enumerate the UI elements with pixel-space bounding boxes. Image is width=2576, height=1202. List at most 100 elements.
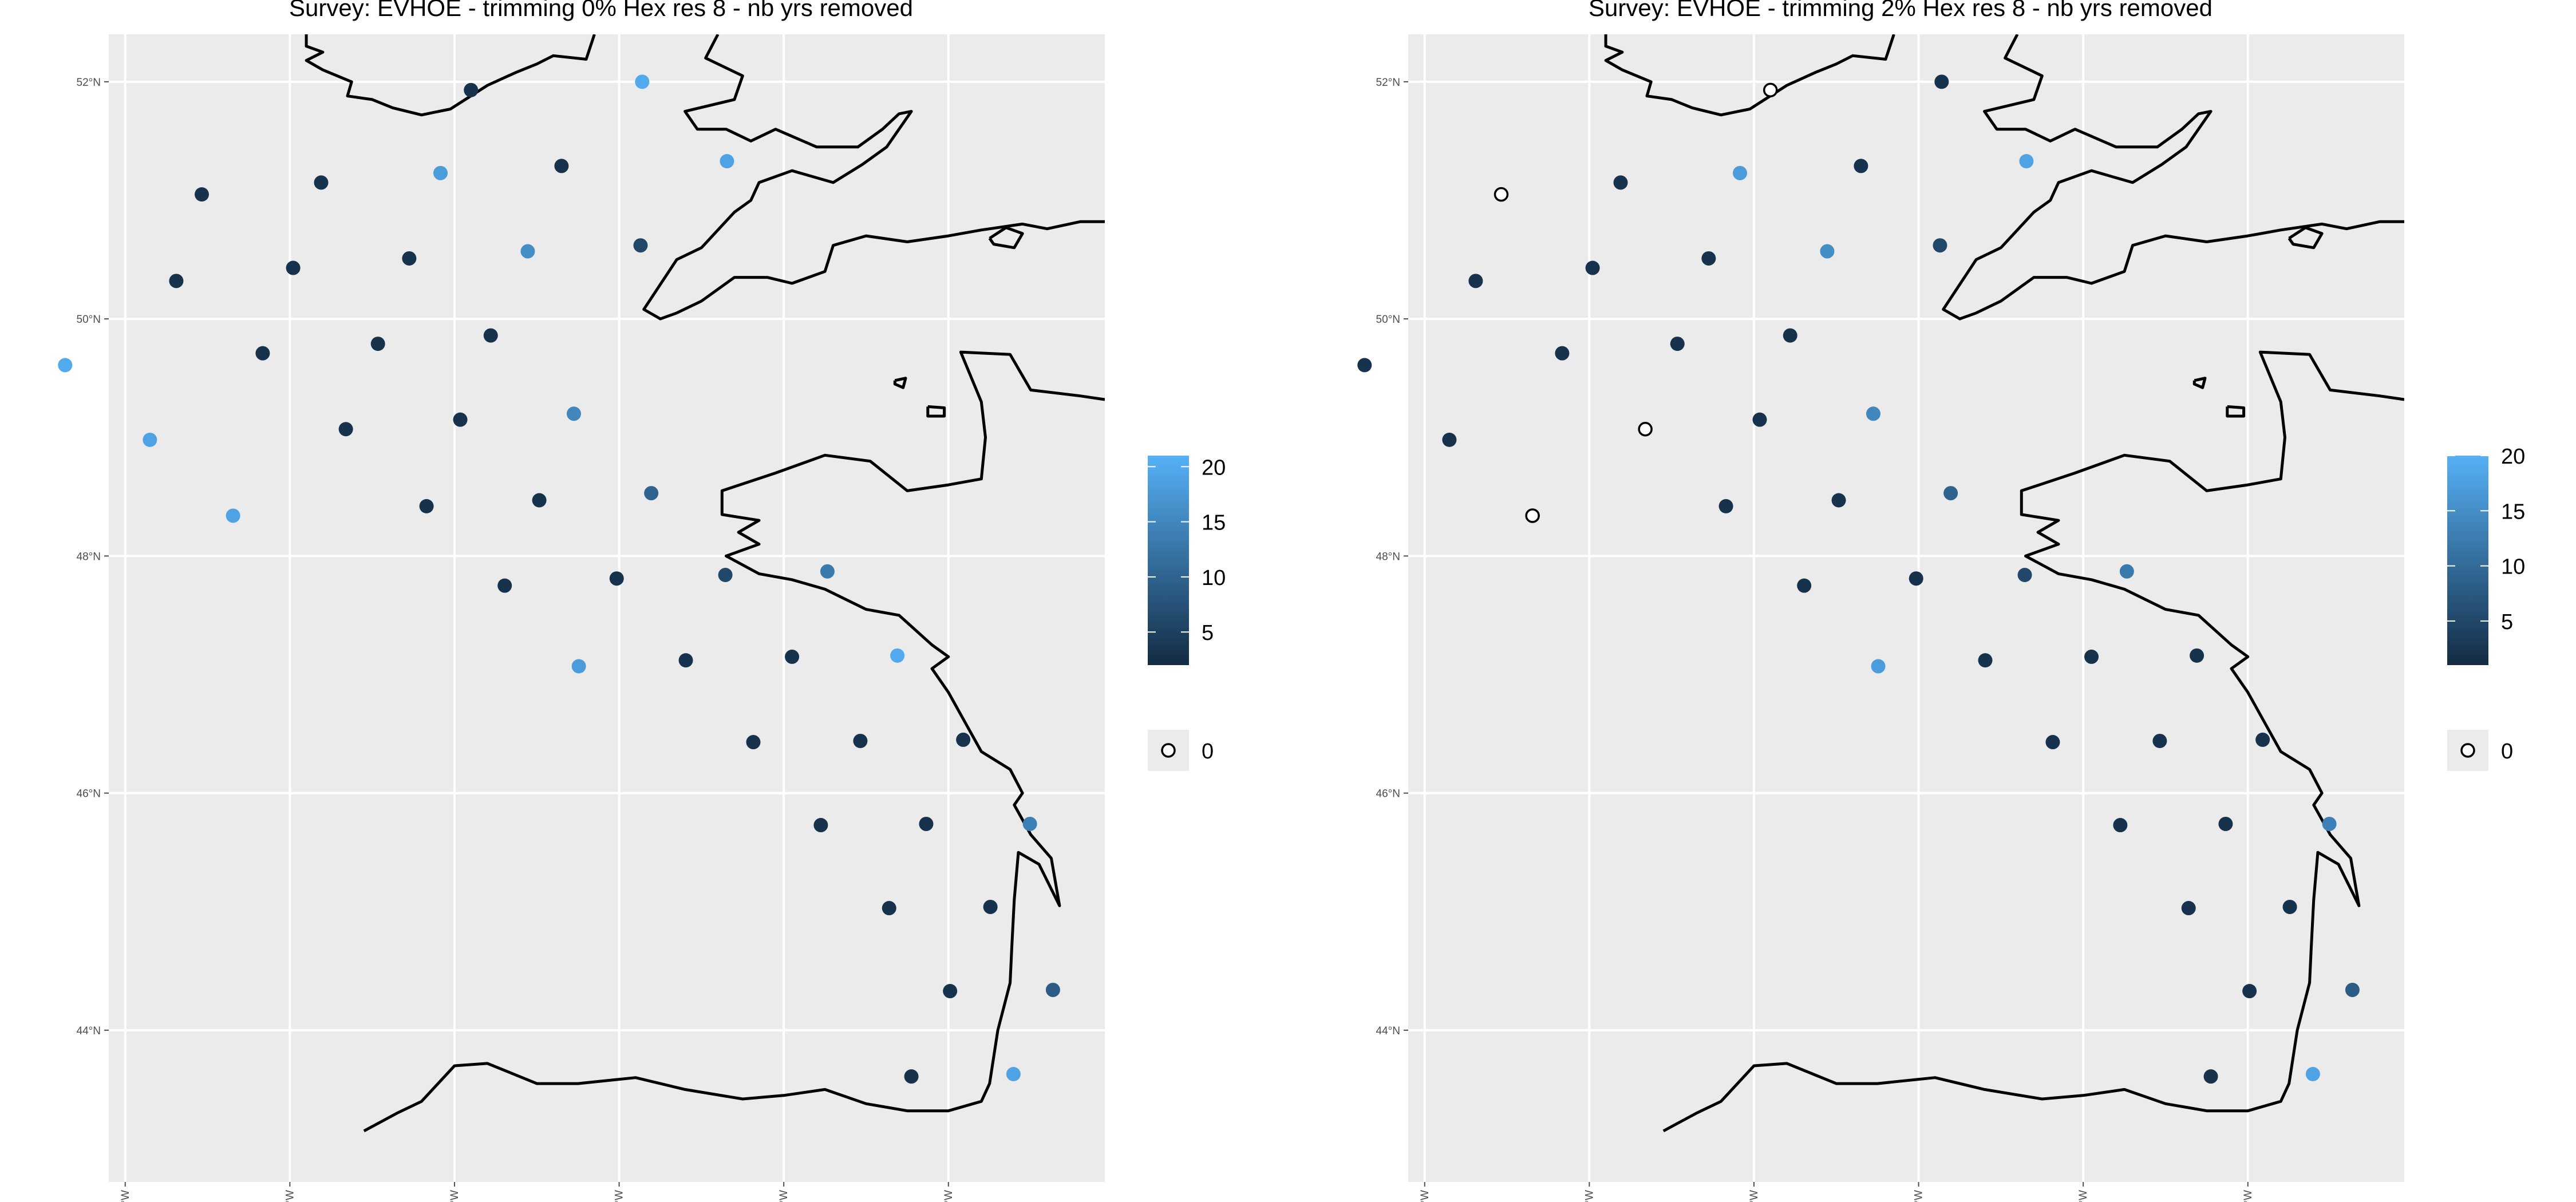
station-point [1933,238,1947,253]
station-point [1934,74,1949,89]
zero-key-symbol [1161,743,1176,758]
station-point [1854,159,1868,173]
station-point [338,422,353,437]
station-point [633,238,648,253]
station-point [520,244,535,259]
station-point [433,165,448,180]
station-point [2181,901,2196,916]
station-point [2084,649,2099,664]
station-point [2218,816,2233,831]
colorbar-label: 15 [1202,511,1226,535]
station-point [904,1069,919,1084]
station-point [402,251,417,266]
station-point [2242,984,2257,999]
station-point [720,154,734,169]
colorbar-label: 20 [2501,445,2525,469]
coastline [2287,226,2324,250]
coastline [363,350,1105,1133]
station-point [1555,346,1570,361]
colorbar-label: 10 [1202,566,1226,590]
station-point [2152,733,2167,748]
station-point [2282,899,2297,914]
coastline [2226,405,2246,418]
station-point-zero [1494,187,1509,202]
station-point [1045,982,1060,997]
coastline [676,220,1105,315]
x-tick-label: 12°W [120,1190,132,1202]
zero-key-symbol [2460,743,2475,758]
station-point [890,648,905,663]
zero-key-label: 0 [1202,740,1214,764]
station-point [644,486,659,501]
coastline [2192,377,2207,389]
coastline [1976,220,2404,315]
coastline [988,226,1024,250]
y-tick-label: 44°N [1376,1025,1400,1037]
colorbar-label: 5 [2501,610,2513,634]
colorbar-label: 20 [1202,456,1226,480]
station-point [1909,571,1923,586]
map-title: Survey: EVHOE - trimming 0% Hex res 8 - … [289,0,913,21]
station-point [255,346,270,361]
station-point [2345,982,2360,997]
station-point [813,818,828,833]
station-point [820,564,835,579]
station-point [1442,432,1457,447]
y-tick-label: 50°N [1376,314,1400,326]
coastline [1942,34,2212,321]
x-tick-label: 2°W [943,1190,955,1202]
station-point [983,899,998,914]
station-point [1871,659,1886,674]
colorbar-label: 5 [1202,621,1214,645]
colorbar-label: 15 [2501,500,2525,524]
station-point [2113,818,2128,833]
station-point [1866,406,1880,421]
colorbar [2447,456,2488,665]
station-point [566,406,581,421]
station-point [1978,653,1993,668]
station-point-zero [1763,82,1778,98]
station-point [1357,358,1372,373]
station-point [956,732,971,747]
station-point [58,358,73,373]
station-point [1943,486,1958,501]
map-title: Survey: EVHOE - trimming 2% Hex res 8 - … [1589,0,2212,21]
station-point [718,568,733,583]
station-point [571,659,586,674]
x-tick-label: 4°W [2077,1190,2089,1202]
station-point [1820,244,1835,259]
station-point [453,412,468,427]
station-point [554,159,569,173]
x-tick-label: 8°W [1748,1190,1760,1202]
station-point [919,816,934,831]
colorbar-legend: 5 10 15 20 [2447,445,2525,665]
coastline [893,377,907,389]
station-point [943,984,958,999]
x-tick-label: 4°W [778,1190,790,1202]
station-point [2119,564,2134,579]
station-point [286,260,301,275]
y-tick-label: 44°N [77,1025,101,1037]
station-point [1022,816,1037,831]
station-point [2190,648,2204,663]
station-point [1783,328,1797,343]
coastline [1604,34,1895,117]
station-point [678,653,693,668]
station-point [1585,260,1600,275]
station-point [483,328,498,343]
station-point [1701,251,1716,266]
station-point [169,274,184,288]
station-point [2017,568,2032,583]
station-point-zero [1638,421,1653,437]
x-tick-label: 10°W [284,1190,296,1202]
station-point [314,175,329,190]
station-point [1468,274,1483,288]
map-panel-trimming-0: Survey: EVHOE - trimming 0% Hex res 8 - … [58,0,1226,1202]
y-tick-label: 48°N [77,551,101,563]
coastline [305,34,596,117]
station-point [609,571,624,586]
station-point [2019,154,2034,169]
station-point [2203,1069,2218,1084]
station-point [464,82,479,97]
